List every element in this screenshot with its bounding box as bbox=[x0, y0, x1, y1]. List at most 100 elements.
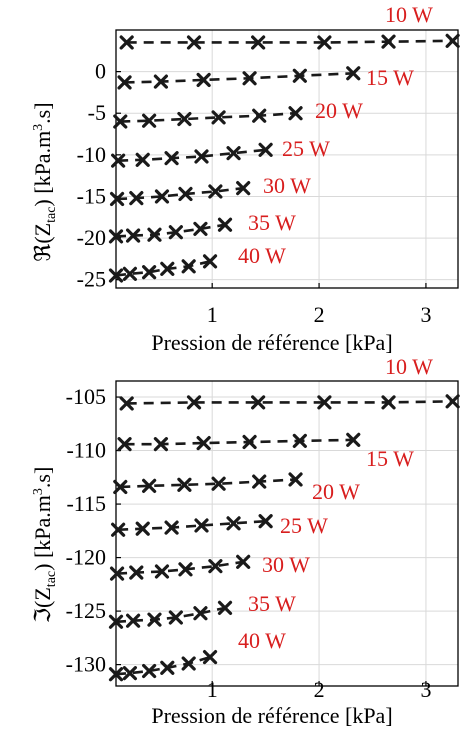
y-tick-label: -115 bbox=[66, 491, 106, 516]
data-point bbox=[109, 191, 125, 207]
data-point bbox=[242, 434, 257, 450]
data-point bbox=[177, 477, 192, 492]
data-point bbox=[168, 225, 183, 240]
data-point bbox=[181, 259, 196, 274]
data-point bbox=[381, 34, 396, 49]
data-point bbox=[108, 667, 124, 682]
series-35w: 35 W bbox=[108, 591, 296, 629]
x-axis-label: Pression de référence [kPa] bbox=[151, 703, 392, 728]
data-point bbox=[242, 71, 257, 86]
data-point bbox=[226, 516, 241, 531]
data-point bbox=[154, 564, 170, 579]
series-label: 30 W bbox=[262, 552, 310, 577]
data-point bbox=[119, 35, 134, 50]
series-label: 25 W bbox=[282, 136, 330, 161]
series-line bbox=[115, 223, 226, 238]
data-point bbox=[317, 395, 332, 410]
data-point bbox=[317, 35, 332, 50]
data-point bbox=[186, 395, 202, 410]
data-point bbox=[217, 217, 233, 232]
y-tick-label: -15 bbox=[77, 183, 106, 208]
series-label: 25 W bbox=[280, 513, 328, 538]
series-line bbox=[115, 260, 211, 277]
series-line bbox=[126, 39, 453, 44]
data-point bbox=[236, 181, 251, 196]
x-tick-label: 2 bbox=[314, 677, 325, 702]
data-point bbox=[119, 396, 134, 411]
data-point bbox=[193, 221, 208, 237]
series-40w: 40 W bbox=[108, 243, 286, 283]
data-point bbox=[196, 72, 211, 88]
data-point bbox=[177, 111, 192, 127]
data-point bbox=[160, 261, 175, 276]
data-point bbox=[202, 254, 218, 269]
data-point bbox=[113, 479, 128, 495]
series-label: 10 W bbox=[385, 354, 433, 379]
data-point bbox=[142, 663, 157, 679]
data-point bbox=[117, 75, 132, 90]
series-label: 20 W bbox=[315, 98, 363, 123]
series-30w: 30 W bbox=[109, 173, 311, 207]
data-point bbox=[196, 435, 211, 451]
data-point bbox=[258, 142, 273, 157]
data-point bbox=[147, 227, 162, 242]
data-point bbox=[153, 437, 168, 452]
data-point bbox=[160, 660, 175, 675]
chart-panel-2: 1 2 3 -105 -110 -115 -120 -125 -130 Pression de r… bbox=[30, 354, 460, 728]
data-point bbox=[194, 149, 209, 164]
data-point bbox=[122, 666, 137, 681]
data-point bbox=[142, 265, 157, 280]
data-point bbox=[252, 474, 267, 489]
series-10w: 10 W bbox=[119, 2, 460, 50]
data-point bbox=[208, 559, 223, 574]
data-point bbox=[292, 68, 307, 83]
series-10w: 10 W bbox=[119, 354, 460, 411]
data-point bbox=[211, 110, 226, 125]
series-label: 40 W bbox=[238, 628, 286, 653]
y-axis-label: ℜ(Ztac) [kPa.m3.s] bbox=[30, 102, 59, 261]
series-line bbox=[115, 655, 211, 676]
data-point bbox=[217, 600, 233, 615]
series-20w: 20 W bbox=[113, 98, 363, 129]
data-point bbox=[186, 35, 202, 50]
data-point bbox=[135, 521, 150, 536]
data-point bbox=[178, 186, 193, 202]
data-point bbox=[129, 565, 144, 580]
data-point bbox=[125, 228, 141, 243]
y-tick-label: -130 bbox=[66, 652, 106, 677]
data-point bbox=[181, 656, 196, 671]
data-point bbox=[251, 35, 266, 50]
series-40w: 40 W bbox=[108, 628, 286, 682]
x-tick-label: 3 bbox=[420, 302, 431, 327]
data-point bbox=[346, 66, 361, 81]
y-tick-label: -105 bbox=[66, 384, 106, 409]
y-tick-label: -5 bbox=[88, 100, 106, 125]
data-point bbox=[135, 152, 150, 167]
series-line bbox=[126, 400, 453, 405]
y-axis-label: ℑ(Ztac) [kPa.m3.s] bbox=[30, 467, 59, 624]
data-point bbox=[109, 566, 125, 581]
data-point bbox=[142, 478, 157, 493]
data-point bbox=[252, 108, 267, 123]
x-tick-label: 2 bbox=[314, 302, 325, 327]
series-label: 35 W bbox=[248, 591, 296, 616]
data-point bbox=[193, 606, 208, 621]
series-label: 15 W bbox=[366, 446, 414, 471]
data-point bbox=[142, 113, 157, 128]
x-tick-label: 1 bbox=[207, 677, 218, 702]
data-point bbox=[288, 106, 303, 121]
series-35w: 35 W bbox=[108, 210, 296, 244]
data-point bbox=[111, 522, 126, 537]
series-line bbox=[115, 606, 226, 624]
data-point bbox=[154, 189, 170, 204]
data-point bbox=[108, 268, 124, 283]
series-line bbox=[116, 560, 244, 575]
y-tick-label: -10 bbox=[77, 142, 106, 167]
data-point bbox=[226, 146, 241, 161]
data-point bbox=[381, 395, 396, 410]
data-point bbox=[288, 472, 303, 487]
data-point bbox=[202, 650, 218, 665]
data-point bbox=[147, 612, 162, 627]
series-label: 10 W bbox=[385, 2, 433, 27]
